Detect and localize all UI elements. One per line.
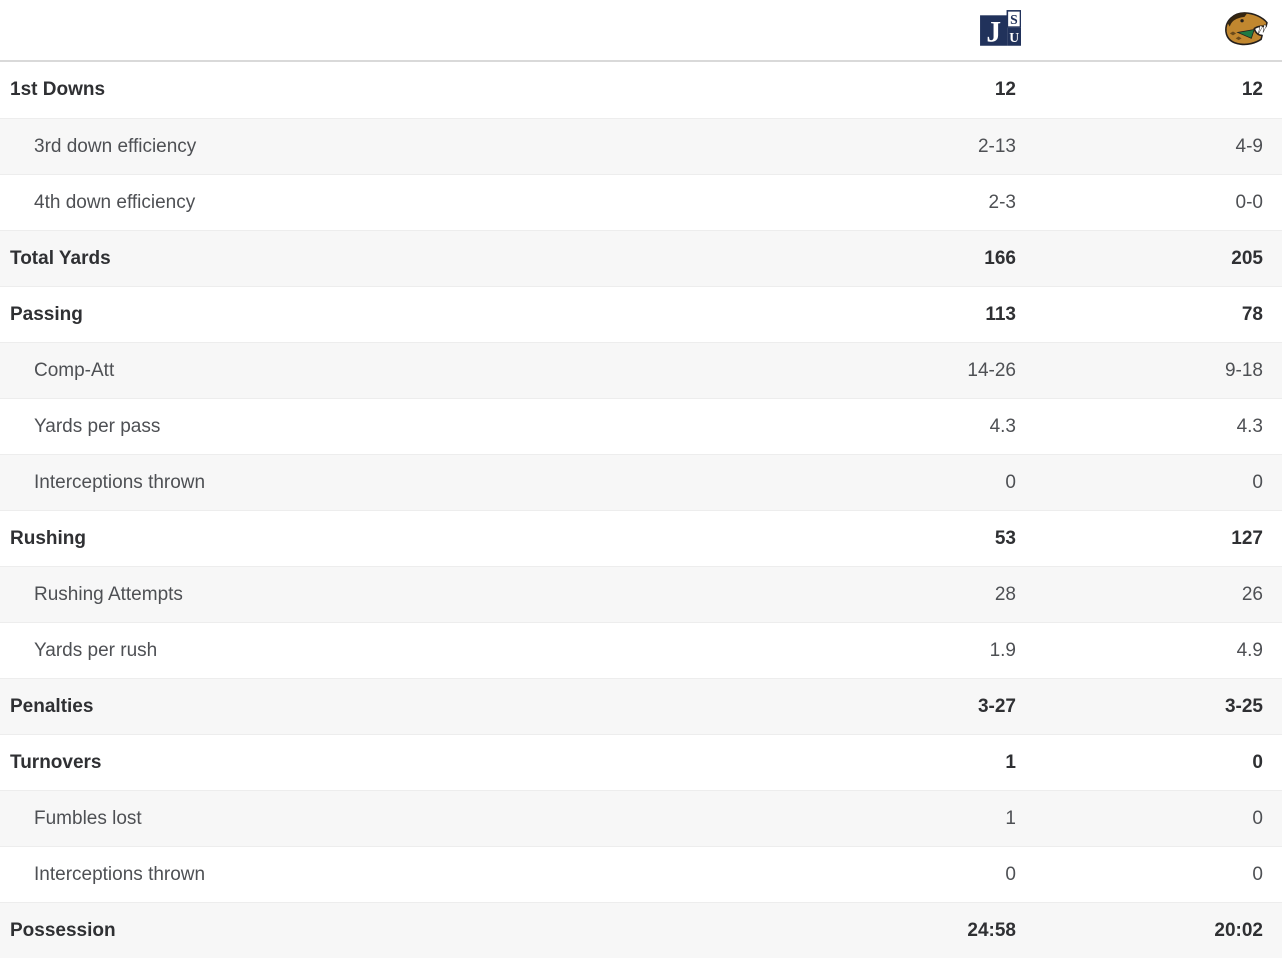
stat-row-interceptions-thrown-turnovers: Interceptions thrown 0 0 [0,846,1282,902]
team1-logo-cell: J S U [774,10,1021,50]
team1-value: 2-3 [988,191,1016,213]
team2-value: 20:02 [1214,919,1263,941]
jsu-letter-u: U [1009,30,1019,45]
stat-row-3rd-down-efficiency: 3rd down efficiency 2-13 4-9 [0,118,1282,174]
team2-value: 4.9 [1236,639,1263,661]
stat-label: Rushing [10,527,86,549]
team1-value: 1 [1005,751,1016,773]
team2-value: 12 [1241,79,1263,100]
stat-row-rushing-attempts: Rushing Attempts 28 26 [0,566,1282,622]
team2-logo-cell [1021,9,1268,52]
team2-value: 0 [1252,863,1263,885]
team2-value: 0-0 [1235,191,1263,213]
stat-label: Possession [10,919,116,941]
stat-label: 1st Downs [10,79,106,100]
team1-value: 113 [985,303,1016,325]
team1-value: 3-27 [977,695,1016,717]
stat-label: Rushing Attempts [34,583,183,605]
team2-value: 0 [1252,751,1263,773]
team1-value: 166 [984,247,1016,269]
team-logos-header: J S U [0,0,1282,62]
stat-label: Yards per rush [34,639,158,661]
team1-value: 28 [994,583,1016,605]
stat-label: 4th down efficiency [34,191,196,213]
team2-value: 78 [1241,303,1263,325]
stat-row-fumbles-lost: Fumbles lost 1 0 [0,790,1282,846]
stat-row-1st-downs: 1st Downs 12 12 [0,62,1282,118]
stat-label: Yards per pass [34,415,161,437]
team2-value: 0 [1252,807,1263,829]
stat-row-possession: Possession 24:58 20:02 [0,902,1282,958]
stat-label: Turnovers [10,751,102,773]
team1-value: 53 [994,527,1016,549]
stat-label: Fumbles lost [34,807,142,829]
team2-value: 0 [1252,471,1263,493]
stat-row-total-yards: Total Yards 166 205 [0,230,1282,286]
stat-label: Comp-Att [34,359,115,381]
team1-value: 12 [994,79,1016,100]
team1-value: 14-26 [967,359,1016,381]
stat-row-penalties: Penalties 3-27 3-25 [0,678,1282,734]
jsu-team-logo: J S U [980,10,1021,49]
team1-value: 0 [1005,863,1016,885]
team2-value: 127 [1231,527,1263,549]
team2-value: 4-9 [1235,135,1263,157]
jsu-letter-s: S [1010,12,1018,27]
team1-value: 24:58 [967,919,1016,941]
stat-row-yards-per-pass: Yards per pass 4.3 4.3 [0,398,1282,454]
stat-row-interceptions-thrown-passing: Interceptions thrown 0 0 [0,454,1282,510]
team1-value: 1.9 [989,639,1016,661]
stat-row-comp-att: Comp-Att 14-26 9-18 [0,342,1282,398]
team2-value: 205 [1231,247,1263,269]
stat-label: Interceptions thrown [34,863,206,885]
stat-row-passing: Passing 113 78 [0,286,1282,342]
jsu-letter-j: J [986,17,1001,49]
stat-label: 3rd down efficiency [34,135,197,157]
team1-value: 0 [1005,471,1016,493]
team1-value: 1 [1005,807,1016,829]
team2-value: 4.3 [1236,415,1263,437]
stat-label: Interceptions thrown [34,471,206,493]
team2-value: 3-25 [1224,695,1263,717]
team2-value: 9-18 [1224,359,1263,381]
team1-value: 4.3 [989,415,1016,437]
stat-row-rushing: Rushing 53 127 [0,510,1282,566]
team1-value: 2-13 [977,135,1016,157]
stat-label: Penalties [10,695,94,717]
team2-value: 26 [1241,583,1263,605]
stat-label: Total Yards [10,247,111,269]
stat-row-yards-per-rush: Yards per rush 1.9 4.9 [0,622,1282,678]
stat-row-4th-down-efficiency: 4th down efficiency 2-3 0-0 [0,174,1282,230]
stat-label: Passing [10,303,83,325]
famu-rattlers-team-logo [1225,11,1268,45]
stat-row-turnovers: Turnovers 1 0 [0,734,1282,790]
stat-rows: 1st Downs 12 12 3rd down efficiency 2-13… [0,62,1282,958]
